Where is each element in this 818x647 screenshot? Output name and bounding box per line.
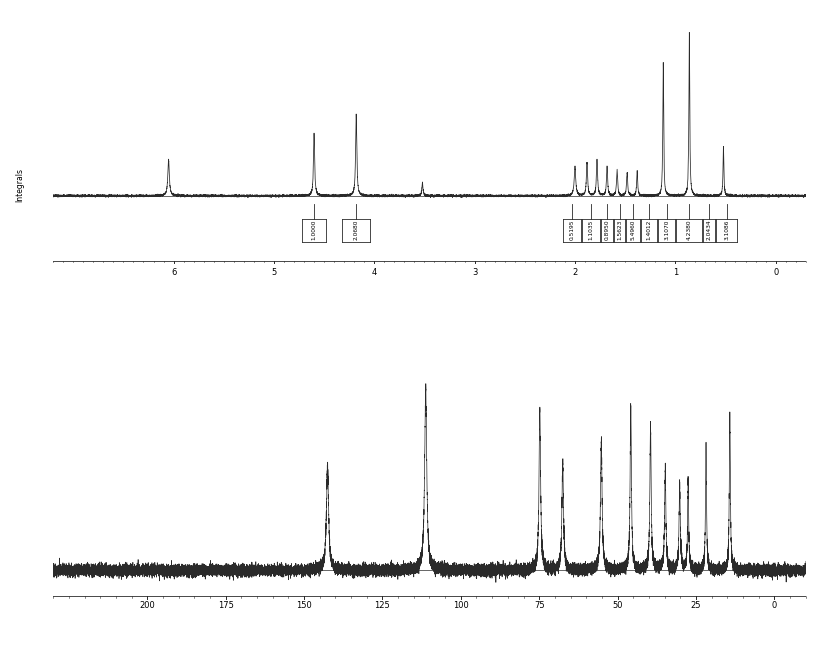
Text: 4.2380: 4.2380 (687, 220, 692, 241)
Text: 2.0434: 2.0434 (707, 220, 712, 241)
Text: 150: 150 (296, 601, 312, 610)
Text: 175: 175 (218, 601, 234, 610)
Text: 75: 75 (534, 601, 545, 610)
Text: 1.1035: 1.1035 (588, 220, 594, 240)
Text: 1.5623: 1.5623 (617, 220, 622, 240)
Text: 2: 2 (573, 268, 578, 277)
Text: 100: 100 (453, 601, 469, 610)
Text: 50: 50 (613, 601, 622, 610)
Text: 2.0680: 2.0680 (353, 220, 359, 241)
Text: 200: 200 (139, 601, 155, 610)
Text: 0: 0 (773, 268, 778, 277)
Text: 4: 4 (371, 268, 377, 277)
Text: 25: 25 (690, 601, 701, 610)
Text: 1: 1 (672, 268, 678, 277)
Text: 6: 6 (171, 268, 176, 277)
Text: 125: 125 (375, 601, 390, 610)
Text: 3: 3 (472, 268, 477, 277)
Text: 3.1070: 3.1070 (664, 220, 669, 241)
Text: 1.4012: 1.4012 (647, 220, 652, 240)
Text: 3.1086: 3.1086 (725, 220, 730, 240)
Text: 5.4960: 5.4960 (631, 220, 636, 241)
Text: 1.0000: 1.0000 (312, 220, 317, 241)
Text: Integrals: Integrals (15, 168, 24, 202)
Text: 0.8950: 0.8950 (605, 220, 609, 241)
Text: 0: 0 (771, 601, 777, 610)
Text: 0.5195: 0.5195 (569, 220, 574, 241)
Text: 5: 5 (272, 268, 276, 277)
